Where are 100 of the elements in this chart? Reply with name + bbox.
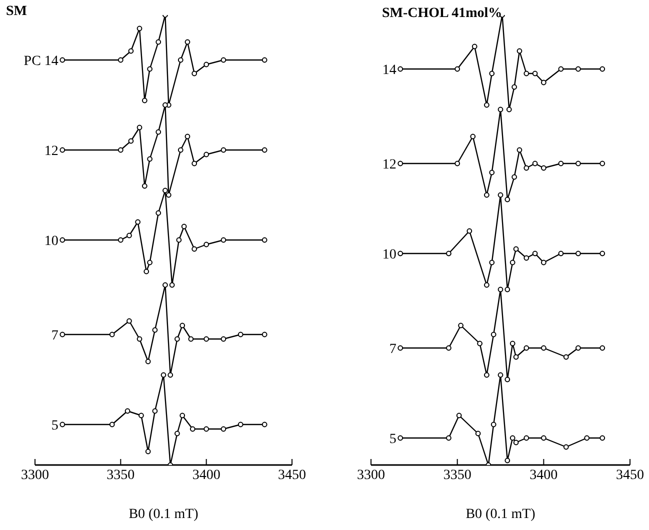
point <box>138 412 144 418</box>
point <box>512 174 518 180</box>
point <box>147 156 152 162</box>
point <box>516 48 522 54</box>
x-tick-label: 3400 <box>530 468 558 483</box>
point <box>398 435 404 441</box>
point <box>510 435 516 441</box>
point <box>238 332 244 338</box>
point <box>60 57 66 63</box>
point <box>136 336 142 342</box>
point <box>504 376 510 382</box>
point <box>162 282 168 288</box>
point <box>184 39 190 45</box>
point <box>136 124 142 130</box>
point <box>398 66 404 72</box>
x-tick-label: 3450 <box>616 468 644 483</box>
point <box>516 147 522 153</box>
point <box>156 129 162 135</box>
point <box>180 322 186 328</box>
point <box>262 422 268 428</box>
point <box>504 196 510 202</box>
chart-title: SM <box>6 4 27 20</box>
point <box>446 250 452 256</box>
point <box>220 426 226 432</box>
point <box>180 412 186 418</box>
point <box>513 246 519 252</box>
point <box>145 448 151 454</box>
point <box>174 430 180 436</box>
point <box>524 165 530 171</box>
point <box>498 192 504 198</box>
point <box>456 412 462 418</box>
point <box>60 332 66 338</box>
point <box>109 422 115 428</box>
point <box>204 62 210 68</box>
point <box>204 336 210 342</box>
series-label: 5 <box>51 418 58 434</box>
point <box>576 66 581 72</box>
point <box>192 160 198 166</box>
point <box>506 106 512 112</box>
chart-title: SM-CHOL 41mol% <box>382 6 502 22</box>
point <box>184 134 190 140</box>
point <box>156 210 162 216</box>
point <box>60 147 66 153</box>
point <box>128 138 134 144</box>
series-label: 12 <box>44 144 58 159</box>
point <box>600 435 606 441</box>
point <box>162 102 168 108</box>
point <box>147 260 152 266</box>
point <box>398 160 404 166</box>
point <box>498 286 504 292</box>
series-label: 10 <box>382 248 396 262</box>
point <box>558 66 564 72</box>
x-tick-label: 3450 <box>278 468 306 483</box>
point <box>60 237 66 243</box>
point <box>498 372 504 378</box>
point <box>162 188 168 194</box>
point <box>126 232 132 238</box>
point <box>532 70 538 76</box>
point <box>176 237 182 243</box>
point <box>513 354 519 360</box>
point <box>204 242 210 248</box>
point <box>262 332 268 338</box>
point <box>524 255 530 261</box>
point <box>558 250 564 256</box>
point <box>532 250 538 256</box>
point <box>118 147 124 153</box>
point <box>142 98 148 104</box>
series-label: 10 <box>44 234 58 249</box>
point <box>118 57 124 63</box>
point <box>181 224 187 230</box>
point <box>160 372 166 378</box>
point <box>524 345 530 351</box>
x-tick-label: 3350 <box>106 468 135 483</box>
point <box>190 426 196 432</box>
point <box>142 183 148 189</box>
x-axis-title: B0 (0.1 mT) <box>466 507 536 522</box>
point <box>145 358 151 364</box>
point <box>156 39 162 45</box>
point <box>512 84 518 90</box>
point <box>524 435 530 441</box>
point <box>563 444 569 450</box>
point <box>477 340 482 346</box>
point <box>174 336 180 342</box>
point <box>192 246 198 252</box>
point <box>489 70 495 76</box>
point <box>152 408 158 414</box>
point <box>489 260 495 266</box>
point <box>558 160 564 166</box>
point <box>192 70 198 76</box>
point <box>484 102 490 108</box>
point <box>124 408 130 414</box>
point <box>576 250 581 256</box>
point <box>454 160 460 166</box>
point <box>118 237 124 243</box>
point <box>262 57 268 63</box>
x-axis-title: B0 (0.1 mT) <box>128 507 199 522</box>
point <box>484 282 490 288</box>
point <box>178 147 184 153</box>
point <box>540 80 546 86</box>
point <box>490 332 496 338</box>
